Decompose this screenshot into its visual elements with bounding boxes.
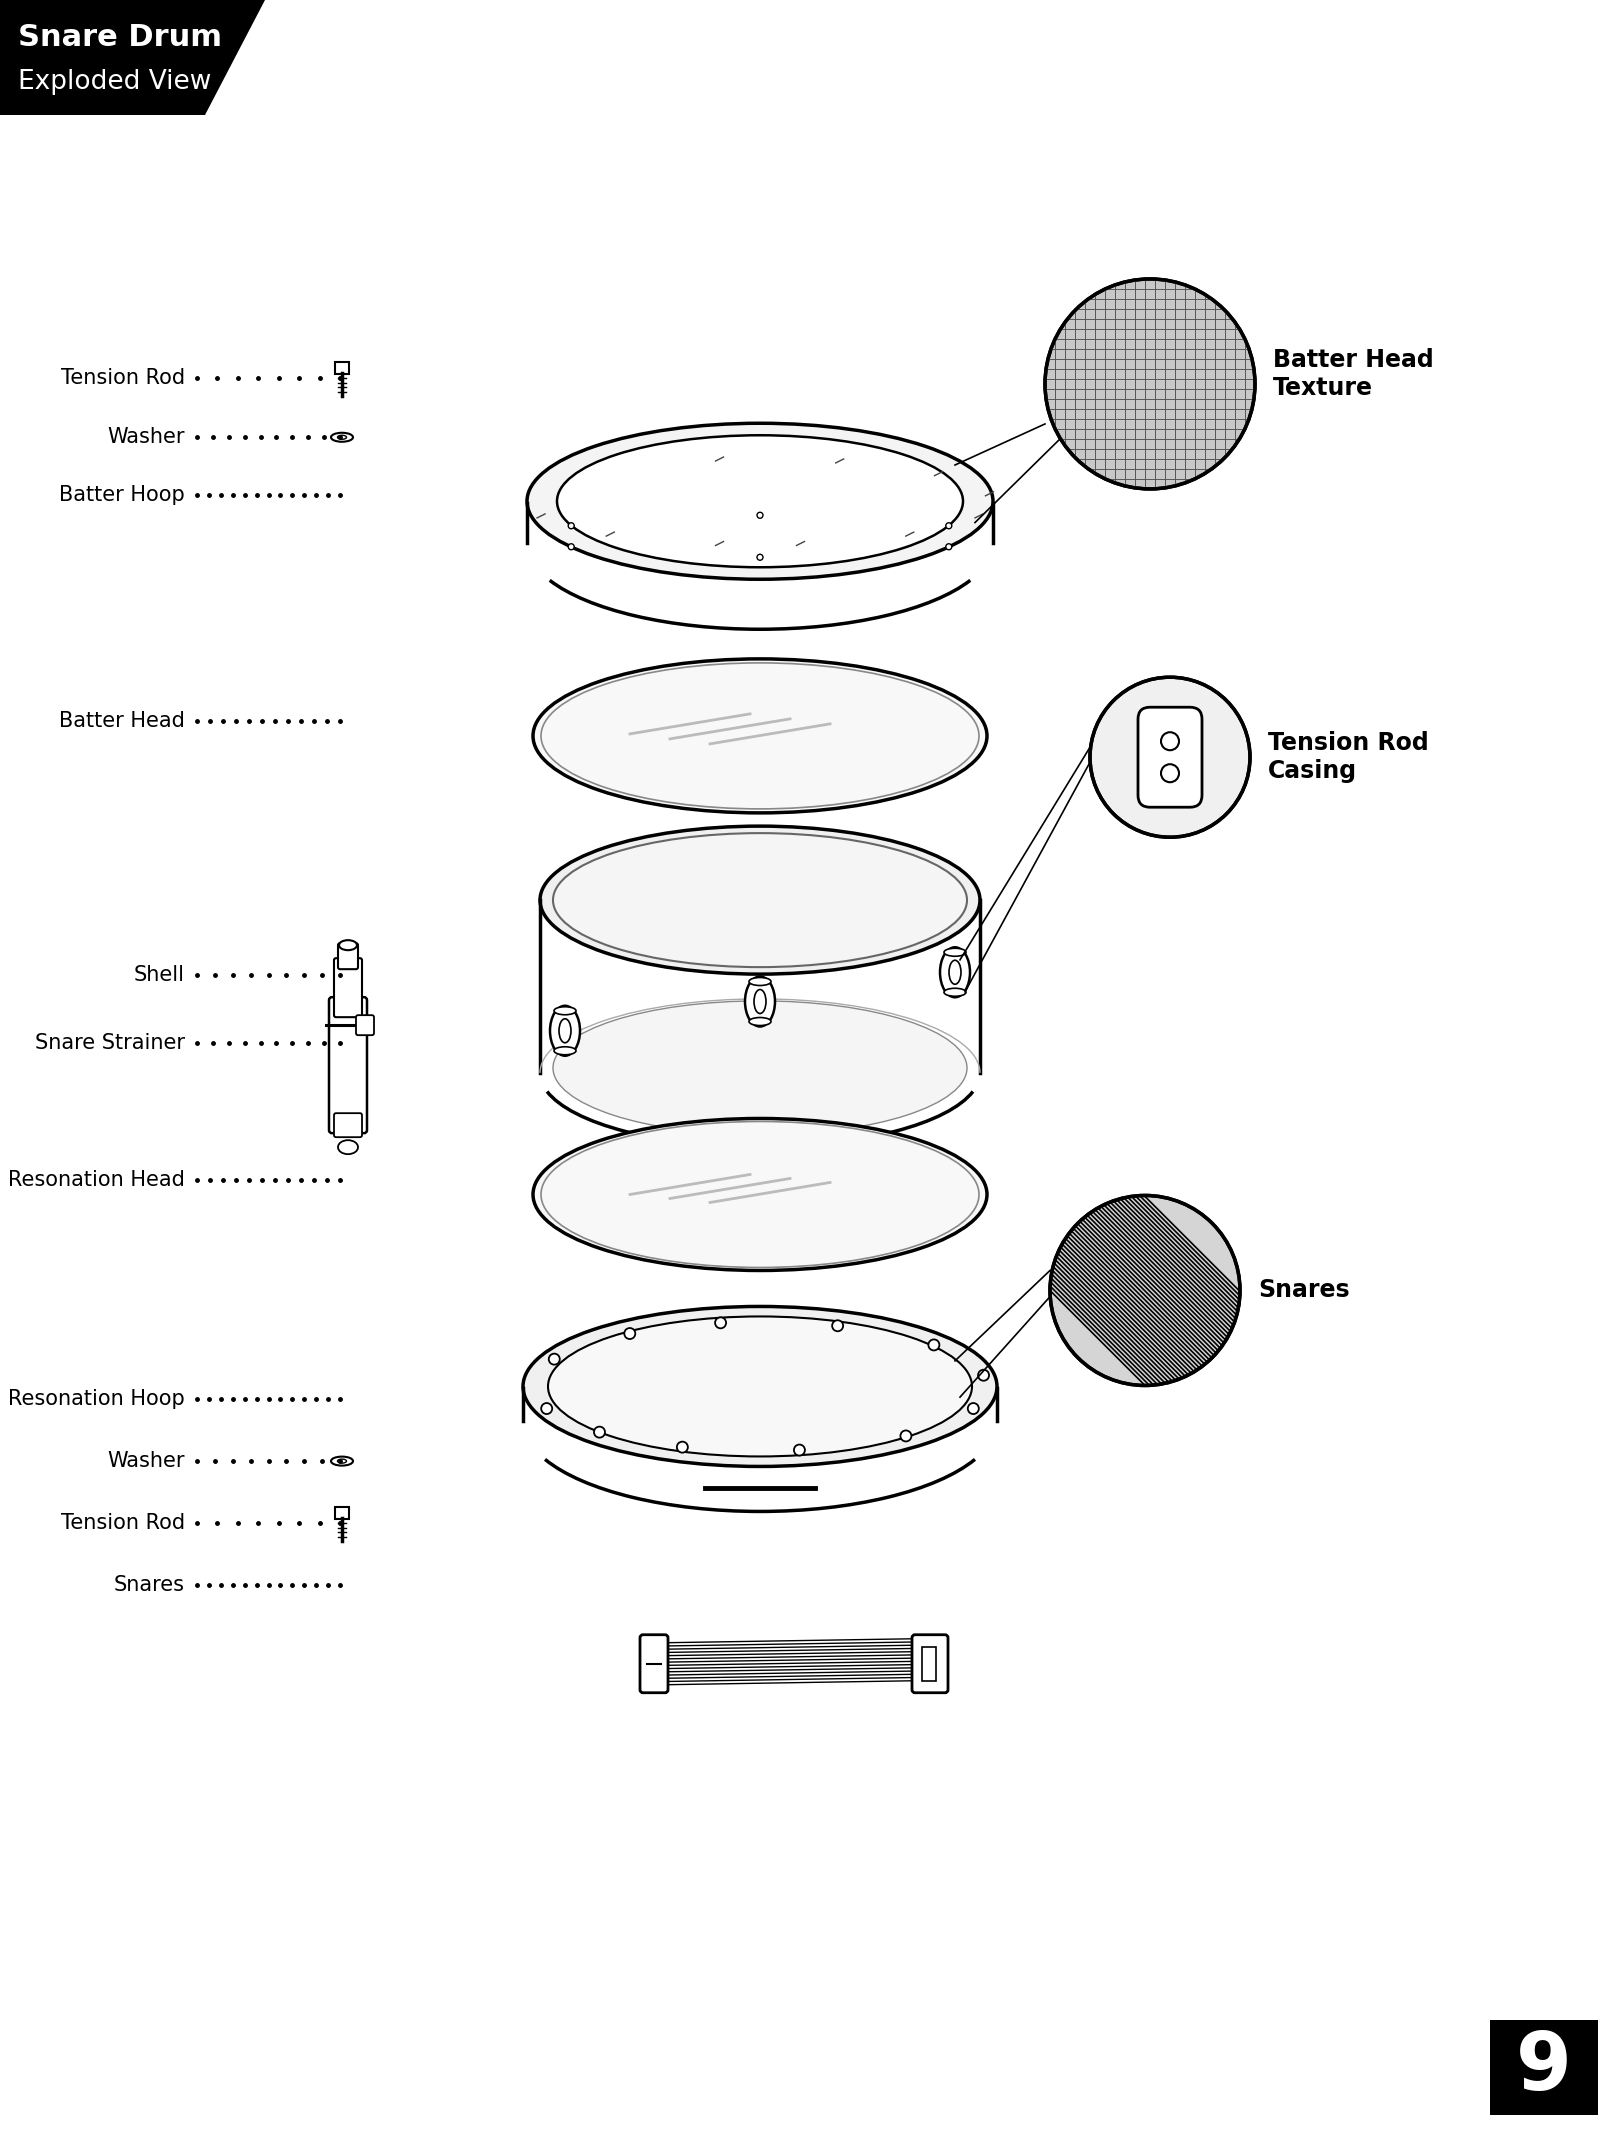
Ellipse shape [533,659,987,813]
Text: Snare Strainer: Snare Strainer [35,1032,186,1054]
Ellipse shape [339,941,357,949]
Circle shape [594,1427,605,1438]
Ellipse shape [338,1459,347,1463]
Text: Snares: Snares [1258,1278,1350,1303]
Circle shape [624,1329,635,1340]
FancyBboxPatch shape [334,1506,349,1519]
Circle shape [568,523,574,529]
Circle shape [1090,676,1250,838]
Ellipse shape [746,977,774,1026]
Circle shape [968,1404,979,1414]
Text: Resonation Head: Resonation Head [8,1169,186,1190]
FancyBboxPatch shape [334,958,362,1017]
Circle shape [1045,279,1254,488]
Ellipse shape [554,834,966,966]
Circle shape [1050,1194,1240,1386]
Ellipse shape [754,990,766,1013]
Ellipse shape [331,433,354,442]
Ellipse shape [523,1305,997,1468]
FancyBboxPatch shape [640,1634,669,1694]
Circle shape [1162,764,1179,783]
Ellipse shape [944,988,966,996]
Ellipse shape [331,1457,354,1465]
Circle shape [541,1404,552,1414]
Text: Snare Drum: Snare Drum [18,23,222,53]
Circle shape [677,1442,688,1453]
Ellipse shape [526,422,994,580]
Circle shape [757,555,763,561]
Circle shape [901,1431,912,1442]
Circle shape [978,1369,989,1380]
FancyBboxPatch shape [334,1113,362,1137]
Text: Resonation Hoop: Resonation Hoop [8,1389,186,1410]
Text: Washer: Washer [107,427,186,448]
Ellipse shape [944,949,966,956]
Ellipse shape [941,947,970,998]
Ellipse shape [338,1141,358,1154]
Circle shape [568,544,574,550]
Circle shape [715,1318,726,1329]
Ellipse shape [338,435,347,439]
Text: Shell: Shell [134,964,186,985]
Ellipse shape [554,1007,576,1015]
Ellipse shape [554,1000,966,1135]
FancyBboxPatch shape [334,360,349,373]
Ellipse shape [550,1007,579,1056]
Text: Batter Hoop: Batter Hoop [59,484,186,506]
Polygon shape [0,0,266,115]
Ellipse shape [547,1316,973,1457]
Ellipse shape [541,1122,979,1267]
FancyBboxPatch shape [1138,708,1202,806]
Circle shape [757,512,763,518]
Circle shape [928,1340,939,1350]
Ellipse shape [541,663,979,808]
Circle shape [832,1320,843,1331]
Text: Batter Head: Batter Head [59,710,186,732]
FancyBboxPatch shape [1490,2020,1598,2116]
Ellipse shape [749,1017,771,1026]
FancyBboxPatch shape [922,1647,936,1681]
Text: Snares: Snares [114,1574,186,1595]
Text: 9: 9 [1517,2028,1571,2107]
Text: Exploded View: Exploded View [18,68,211,96]
Text: Tension Rod
Casing: Tension Rod Casing [1267,732,1429,783]
FancyBboxPatch shape [355,1015,374,1035]
Circle shape [794,1444,805,1455]
Text: Tension Rod: Tension Rod [61,367,186,388]
Text: Tension Rod: Tension Rod [61,1512,186,1534]
Ellipse shape [558,1020,571,1043]
FancyBboxPatch shape [912,1634,947,1694]
Ellipse shape [554,1047,576,1054]
Text: Batter Head
Texture: Batter Head Texture [1274,348,1434,399]
Ellipse shape [533,1118,987,1271]
Ellipse shape [541,825,979,975]
FancyBboxPatch shape [338,943,358,968]
FancyBboxPatch shape [330,996,366,1133]
Ellipse shape [749,977,771,985]
Text: Washer: Washer [107,1450,186,1472]
Circle shape [1162,732,1179,751]
Circle shape [946,544,952,550]
Ellipse shape [949,960,962,983]
Circle shape [946,523,952,529]
Ellipse shape [557,435,963,567]
Circle shape [549,1354,560,1365]
